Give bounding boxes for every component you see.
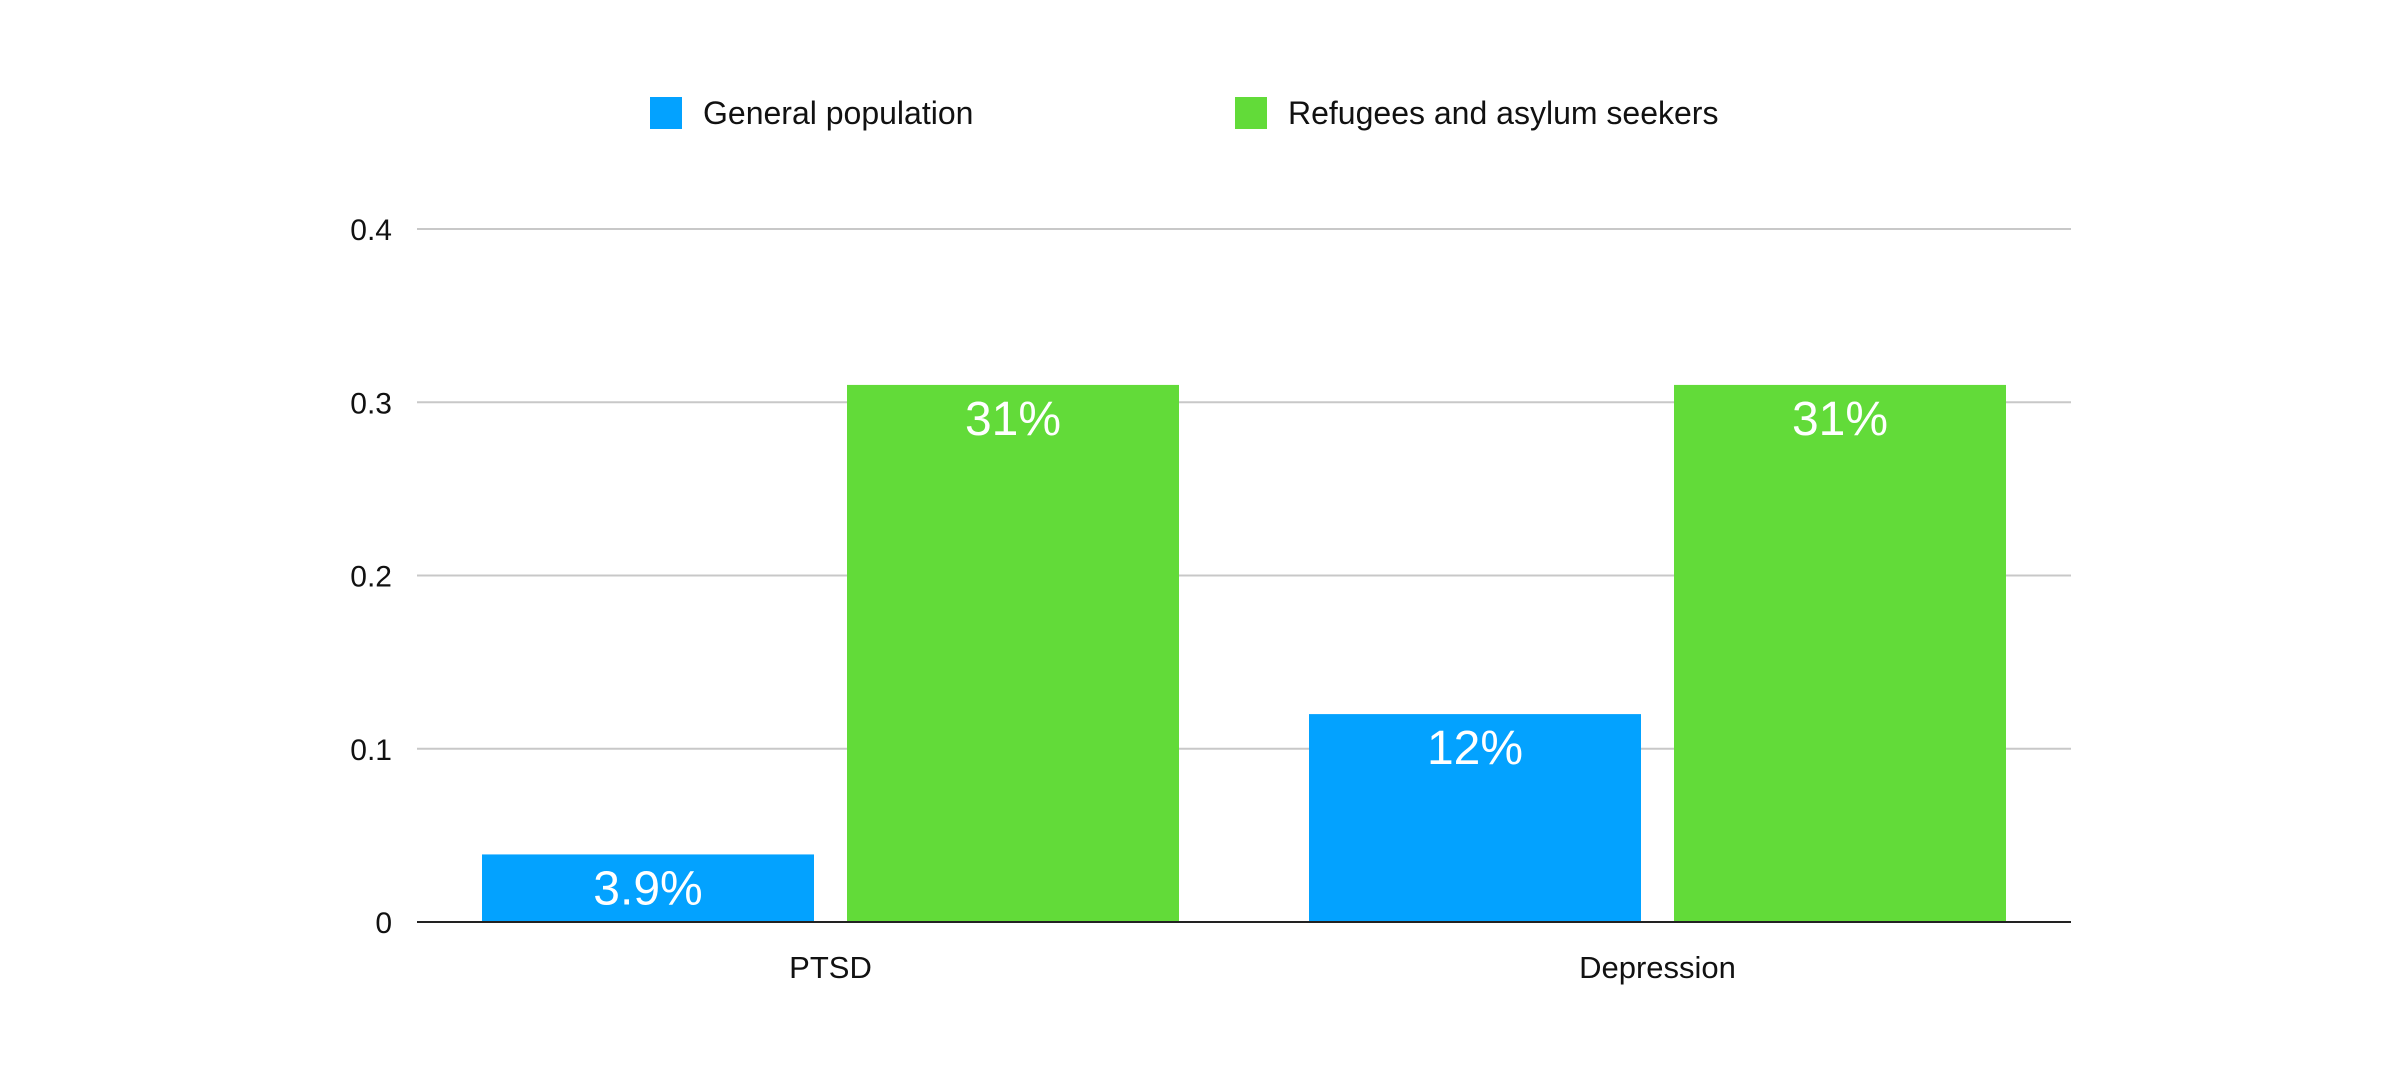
- legend-label-general-population: General population: [703, 95, 973, 131]
- y-tick-label: 0.3: [350, 387, 392, 420]
- data-label: 31%: [965, 393, 1061, 446]
- legend-swatch-refugees: [1235, 97, 1267, 129]
- data-label: 12%: [1427, 722, 1523, 775]
- y-tick-label: 0.2: [350, 561, 392, 594]
- bar: [1309, 714, 1641, 922]
- x-axis-categories: PTSD Depression: [789, 950, 1736, 985]
- legend-swatch-general-population: [650, 97, 682, 129]
- x-category-label: Depression: [1579, 950, 1736, 985]
- legend-label-refugees: Refugees and asylum seekers: [1288, 95, 1718, 131]
- bar: [847, 384, 1179, 922]
- data-label: 3.9%: [593, 862, 702, 915]
- y-tick-label: 0.4: [350, 214, 392, 247]
- bars: 3.9% 31% 12% 31%: [482, 384, 2006, 922]
- x-category-label: PTSD: [789, 950, 872, 985]
- legend: General population Refugees and asylum s…: [650, 95, 1718, 131]
- bar: [482, 854, 814, 922]
- y-axis-ticks: 0 0.1 0.2 0.3 0.4: [350, 214, 392, 940]
- y-tick-label: 0.1: [350, 734, 392, 767]
- bar: [1674, 384, 2006, 922]
- y-tick-label: 0: [375, 907, 392, 940]
- data-label: 31%: [1792, 393, 1888, 446]
